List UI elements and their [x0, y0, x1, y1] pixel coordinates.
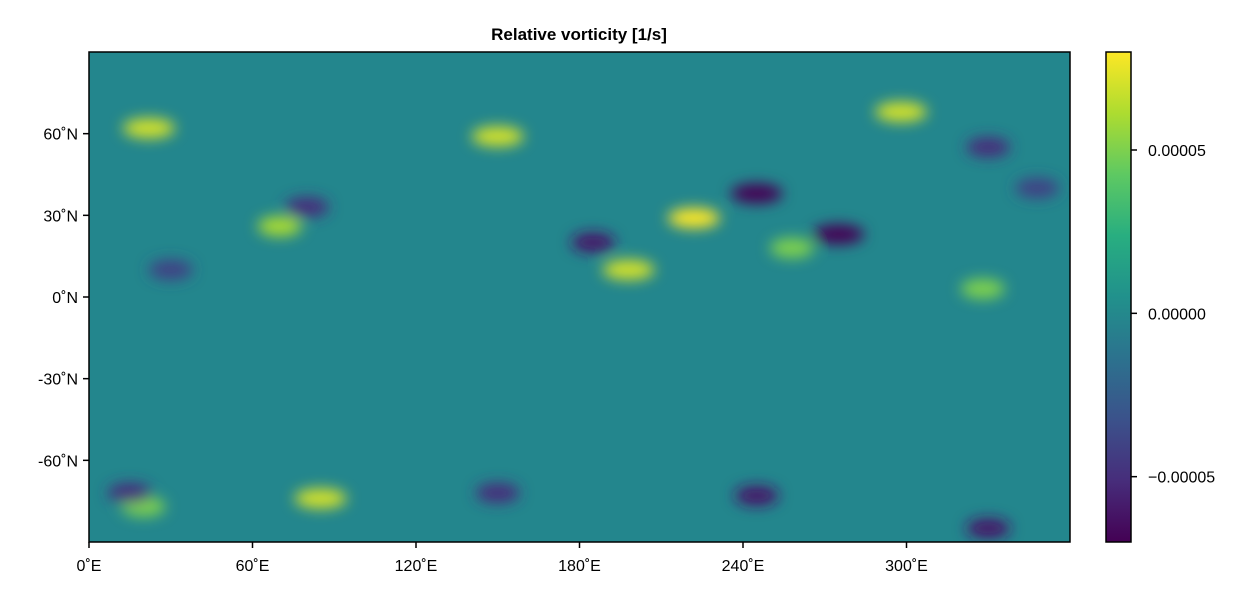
vorticity-feature: [730, 183, 783, 204]
colorbar: 0.00005 0.00000 −0.00005: [1105, 51, 1215, 543]
x-tick-label: 240˚E: [722, 558, 765, 575]
vorticity-feature: [571, 232, 616, 253]
vorticity-feature: [875, 101, 928, 122]
x-axis: 0˚E 60˚E 120˚E 180˚E 240˚E 300˚E: [77, 542, 928, 575]
colorbar-ticks: 0.00005 0.00000 −0.00005: [1131, 143, 1215, 487]
vorticity-feature: [602, 259, 655, 280]
y-axis: 60˚N 30˚N 0˚N -30˚N -60˚N: [38, 127, 89, 470]
vorticity-feature: [812, 224, 865, 245]
vorticity-feature: [734, 485, 779, 506]
y-tick-label: -60˚N: [38, 453, 78, 470]
vorticity-feature: [148, 259, 193, 280]
y-tick-label: -30˚N: [38, 372, 78, 389]
vorticity-feature: [475, 483, 520, 503]
vorticity-feature: [770, 238, 815, 258]
vorticity-feature: [1015, 178, 1060, 199]
heatmap-background: [89, 52, 1070, 542]
y-tick-label: 30˚N: [43, 208, 78, 225]
vorticity-feature: [107, 483, 152, 503]
vorticity-feature: [966, 137, 1011, 158]
x-tick-label: 60˚E: [236, 558, 270, 575]
vorticity-feature: [257, 216, 302, 237]
vorticity-feature: [966, 518, 1011, 539]
vorticity-feature: [471, 126, 524, 147]
y-tick-label: 0˚N: [52, 290, 78, 307]
colorbar-tick-label: 0.00000: [1148, 306, 1206, 323]
colorbar-tick-label: 0.00005: [1148, 143, 1206, 160]
x-tick-label: 120˚E: [395, 558, 438, 575]
heatmap-features: [107, 101, 1060, 539]
vorticity-feature: [122, 118, 175, 139]
x-tick-label: 180˚E: [558, 558, 601, 575]
chart-title: Relative vorticity [1/s]: [491, 25, 667, 44]
vorticity-feature: [294, 488, 347, 509]
vorticity-feature: [667, 208, 720, 229]
colorbar-gradient: [1105, 51, 1132, 543]
x-tick-label: 300˚E: [885, 558, 928, 575]
x-tick-label: 0˚E: [77, 558, 102, 575]
heatmap-area: [88, 51, 1071, 543]
colorbar-tick-label: −0.00005: [1148, 470, 1215, 487]
vorticity-feature: [960, 278, 1005, 299]
y-tick-label: 60˚N: [43, 127, 78, 144]
vorticity-feature: [285, 197, 329, 218]
